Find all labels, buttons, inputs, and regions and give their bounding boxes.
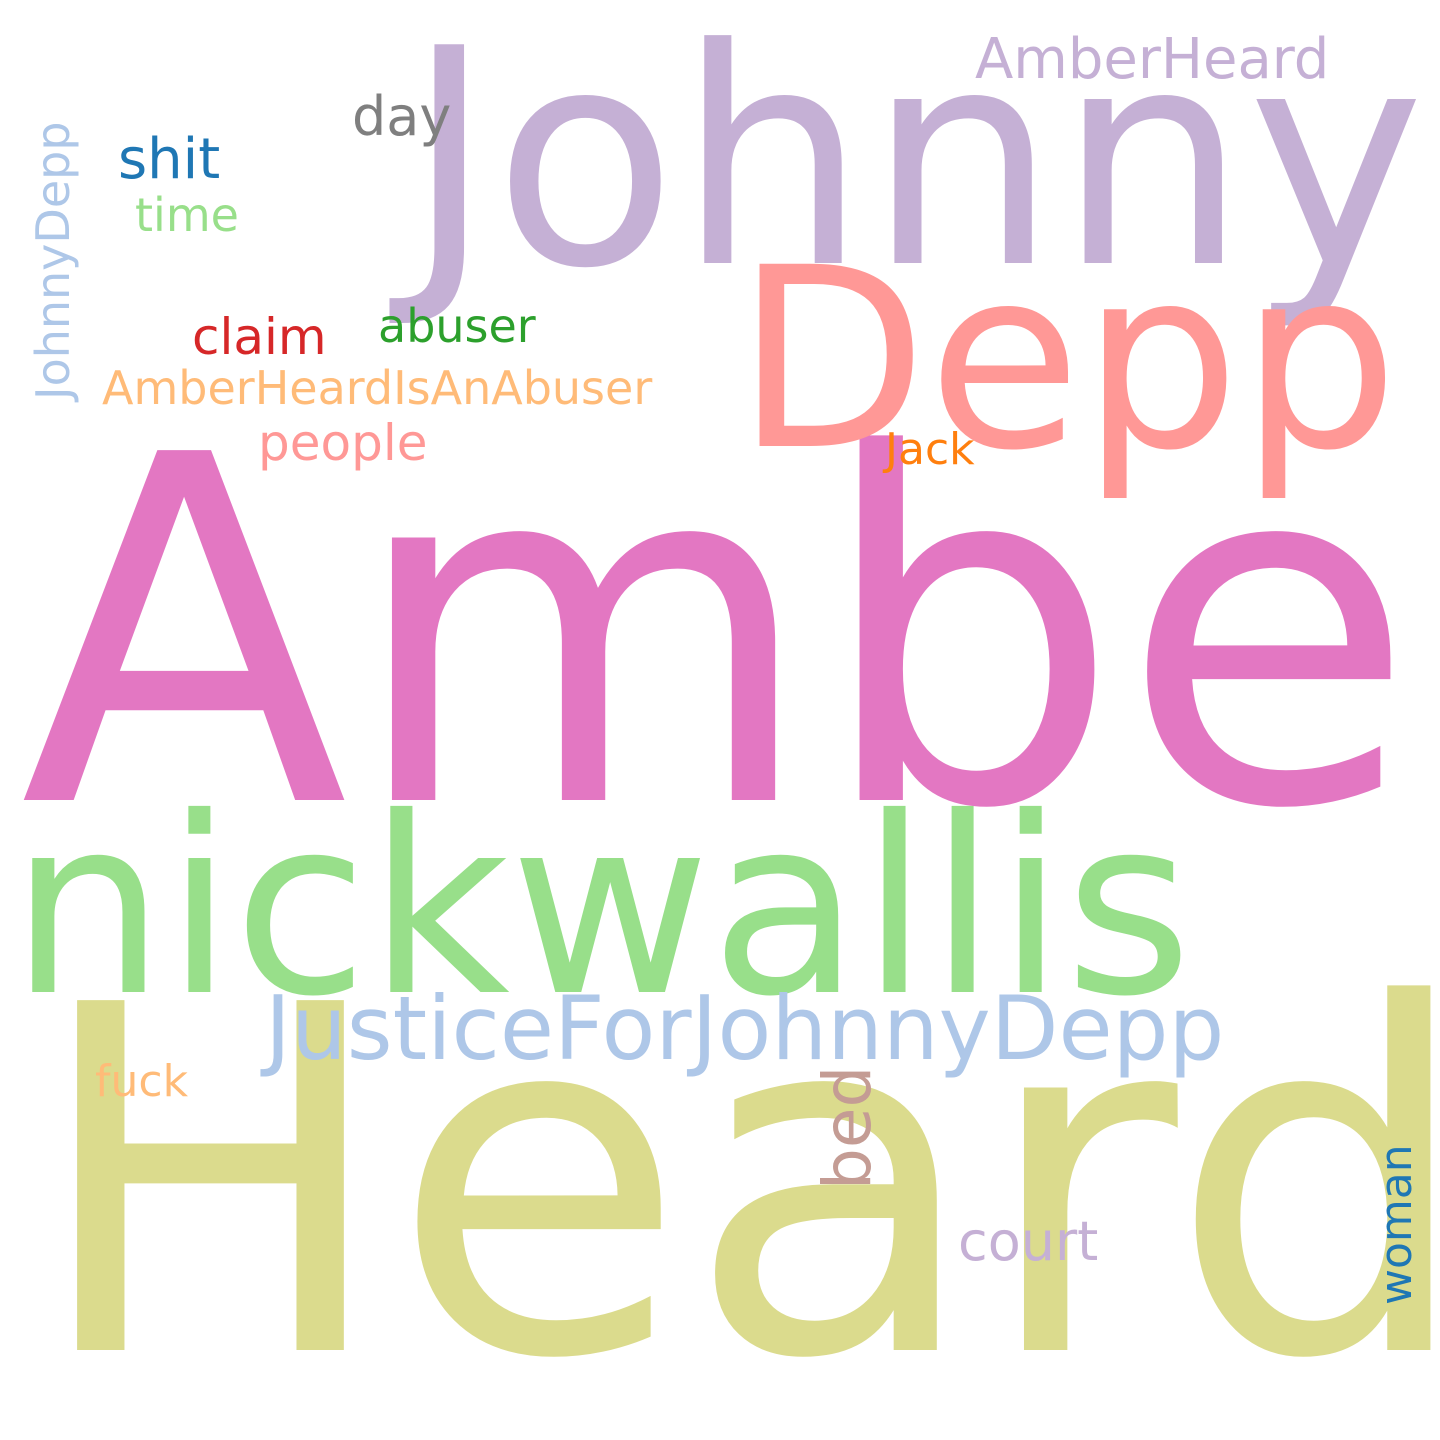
- word-nickwallis: nickwallis: [10, 765, 1193, 1050]
- word-court: court: [958, 1210, 1099, 1273]
- word-amberheard: AmberHeard: [975, 27, 1330, 92]
- word-shit: shit: [118, 127, 221, 192]
- word-day: day: [352, 85, 452, 148]
- word-bed: bed: [809, 1065, 886, 1190]
- word-people: people: [258, 414, 428, 472]
- word-amber: Amber: [20, 355, 1440, 914]
- word-time: time: [135, 188, 239, 242]
- word-jack: Jack: [885, 424, 975, 475]
- word-justicefor-johnnydepp: JusticeForJohnnyDepp: [265, 977, 1225, 1080]
- word-depp: Depp: [735, 214, 1399, 505]
- word-abuser: abuser: [378, 299, 536, 353]
- word-johnny: Johnny: [405, 0, 1425, 334]
- word-fuck: fuck: [95, 1056, 189, 1107]
- word-johnnydepp: JohnnyDepp: [26, 121, 80, 400]
- word-heard: Heard: [30, 905, 1440, 1440]
- word-amberheardisanabuser: AmberHeardIsAnAbuser: [102, 361, 653, 415]
- word-claim: claim: [192, 308, 327, 366]
- word-woman: woman: [1371, 1144, 1422, 1305]
